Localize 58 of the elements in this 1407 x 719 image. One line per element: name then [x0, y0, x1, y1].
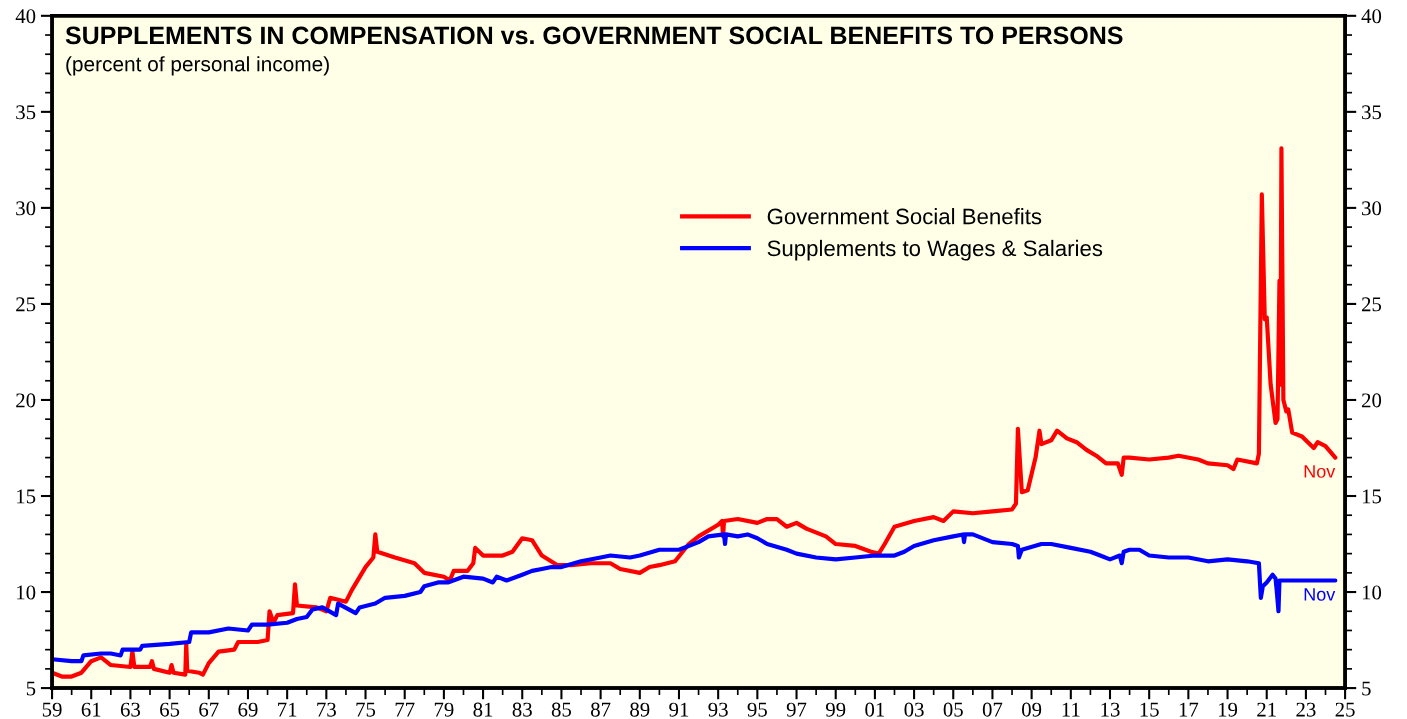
x-tick-label: 69	[238, 702, 258, 717]
x-tick-label: 87	[591, 702, 611, 717]
x-tick-label: 91	[669, 702, 689, 717]
x-tick-label: 21	[1257, 702, 1276, 717]
y-tick-label: 30	[16, 201, 36, 216]
y2-tick-label: 25	[1361, 297, 1382, 312]
x-tick-label: 19	[1218, 702, 1238, 717]
y2-tick-label: 40	[1361, 9, 1382, 24]
x-tick-label: 77	[395, 702, 415, 717]
x-tick-label: 65	[160, 702, 180, 717]
legend-label: Supplements to Wages & Salaries	[767, 239, 1103, 261]
x-tick-label: 11	[1062, 702, 1080, 717]
x-tick-label: 61	[81, 702, 101, 717]
legend-label: Government Social Benefits	[767, 208, 1042, 225]
x-tick-label: 99	[825, 702, 846, 717]
annotation: Nov	[1304, 588, 1336, 601]
x-tick-label: 97	[786, 702, 807, 717]
y-tick-label: 10	[17, 585, 36, 600]
y-tick-label: 20	[16, 393, 36, 408]
x-tick-label: 09	[1022, 702, 1042, 717]
x-tick-label: 95	[747, 702, 767, 717]
y-tick-label: 35	[16, 105, 36, 120]
x-tick-label: 89	[630, 702, 650, 717]
y-tick-label: 25	[16, 297, 36, 312]
x-tick-label: 67	[199, 702, 219, 717]
text: (percent of personal income)	[66, 56, 329, 76]
x-tick-label: 13	[1101, 702, 1120, 717]
x-tick-label: 79	[434, 702, 454, 717]
y2-tick-label: 35	[1362, 105, 1382, 120]
annotation: Nov	[1304, 465, 1336, 478]
line-series	[52, 532, 1338, 664]
y-tick-label: 40	[15, 9, 36, 24]
x-tick-label: 23	[1296, 702, 1316, 717]
x-tick-label: 63	[120, 702, 141, 717]
x-tick-label: 71	[278, 702, 297, 717]
chart-title: SUPPLEMENTS IN COMPENSATION vs. GOVERNMENT SOCIAL BENEFITS TO PERSONS	[65, 26, 1123, 45]
y2-tick-label: 30	[1362, 201, 1382, 216]
x-tick-label: 05	[943, 702, 963, 717]
x-tick-label: 59	[42, 702, 62, 717]
y2-tick-label: 10	[1362, 585, 1382, 600]
y-tick-label: 5	[26, 681, 36, 696]
y2-tick-label: 15	[1362, 489, 1382, 504]
y-tick-label: 15	[17, 489, 36, 504]
x-tick-label: 85	[551, 702, 572, 717]
x-tick-label: 01	[865, 702, 885, 717]
x-tick-label: 15	[1140, 702, 1159, 717]
x-tick-label: 83	[512, 702, 532, 717]
x-tick-label: 73	[317, 702, 336, 717]
x-tick-label: 75	[356, 702, 376, 717]
x-tick-label: 17	[1179, 702, 1199, 717]
line-series	[52, 146, 1338, 679]
y2-tick-label: 20	[1361, 393, 1382, 408]
x-tick-label: 93	[708, 702, 728, 717]
x-tick-label: 03	[904, 702, 924, 717]
x-tick-label: 07	[982, 702, 1003, 717]
y2-tick-label: 5	[1362, 681, 1371, 696]
x-tick-label: 81	[473, 702, 493, 717]
x-tick-label: 25	[1335, 702, 1355, 717]
